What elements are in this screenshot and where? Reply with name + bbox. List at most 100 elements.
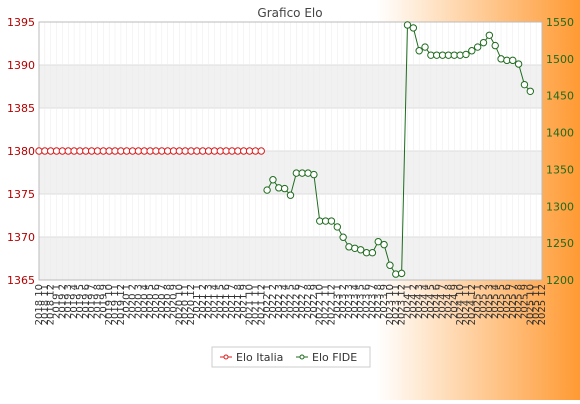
x-axis-tick-label: 2021 8 <box>233 284 244 319</box>
data-point <box>473 43 482 51</box>
x-axis-tick-label: 2025 10 <box>525 284 536 325</box>
right-axis-tick-label: 1200 <box>546 274 574 287</box>
data-point <box>257 147 265 155</box>
x-axis-tick-label: 2022 2 <box>268 284 279 319</box>
x-axis-tick-label: 2019 1 <box>52 284 63 319</box>
x-axis-tick-label: 2020 11 <box>180 284 191 325</box>
x-axis-tick-label: 2020 5 <box>145 284 156 319</box>
data-point <box>310 170 318 179</box>
x-axis-tick-label: 2019 2 <box>57 284 68 319</box>
x-axis-tick-label: 2025 2 <box>479 284 490 319</box>
x-axis-tick-label: 2025 9 <box>519 284 530 319</box>
x-axis-tick-label: 2022 4 <box>280 284 291 319</box>
right-axis-tick-label: 1450 <box>546 90 574 103</box>
x-axis-tick-label: 2025 4 <box>490 284 501 319</box>
x-axis-tick-label: 2021 3 <box>204 284 215 319</box>
x-axis-tick-label: 2022 9 <box>309 284 320 319</box>
legend-entry-label: Elo Italia <box>236 351 283 364</box>
data-point <box>409 24 418 32</box>
x-axis-tick-label: 2022 6 <box>291 284 302 319</box>
x-axis-tick-label: 2019 9 <box>98 284 109 319</box>
data-point <box>380 240 388 249</box>
x-axis-tick-label: 2025 5 <box>496 284 507 319</box>
x-axis-tick-label: 2025 12 <box>537 284 548 325</box>
chart-title: Grafico Elo <box>257 6 322 20</box>
data-point <box>339 233 347 241</box>
x-axis-tick-label: 2020 8 <box>163 284 174 319</box>
right-axis-tick-label: 1550 <box>546 16 574 29</box>
left-axis-tick-label: 1395 <box>7 16 35 29</box>
legend-box <box>211 346 371 368</box>
legend-swatch-marker <box>223 354 229 360</box>
data-point <box>356 246 365 254</box>
right-axis-tick-label: 1350 <box>546 163 574 176</box>
x-axis-tick-label: 2020 9 <box>169 284 180 319</box>
data-point <box>509 56 517 65</box>
data-point <box>462 50 470 59</box>
x-axis-tick-label: 2020 2 <box>128 284 139 319</box>
series-elo-italia <box>35 147 265 155</box>
x-axis-tick-label: 2025 1 <box>473 284 484 319</box>
x-axis-tick-label: 2019 5 <box>75 284 86 319</box>
x-axis-tick-label: 2021 6 <box>221 284 232 319</box>
data-point <box>333 223 341 231</box>
left-axis-tick-label: 1370 <box>7 231 35 244</box>
x-axis-tick-label: 2025 7 <box>508 284 519 319</box>
data-point <box>479 38 488 47</box>
x-axis-tick-label: 2020 12 <box>186 284 197 325</box>
data-point <box>468 47 476 55</box>
data-point <box>280 184 289 193</box>
x-axis-tick-label: 2023 12 <box>397 284 408 325</box>
left-axis-tick-label: 1365 <box>7 274 35 287</box>
x-axis-tick-label: 2025 8 <box>514 284 525 319</box>
left-axis-tick-label: 1380 <box>7 145 35 158</box>
x-axis-tick-label: 2021 11 <box>250 284 261 325</box>
x-axis-tick-label: 2023 11 <box>391 284 402 325</box>
x-axis-tick-label: 2019 3 <box>63 284 74 319</box>
x-axis-tick-label: 2021 2 <box>198 284 209 319</box>
x-axis-tick-label: 2021 10 <box>245 284 256 325</box>
x-axis-tick-label: 2023 3 <box>344 284 355 319</box>
x-axis-tick-label: 2020 10 <box>174 284 185 325</box>
data-point <box>368 249 377 257</box>
data-point <box>386 261 394 269</box>
data-point <box>514 60 523 68</box>
left-axis-tick-label: 1390 <box>7 59 35 72</box>
x-axis-tick-label: 2019 8 <box>92 284 103 319</box>
x-axis-tick-label: 2021 9 <box>239 284 250 319</box>
x-axis-tick-label: 2022 8 <box>303 284 314 319</box>
x-axis-tick-label: 2023 7 <box>367 284 378 319</box>
x-axis-tick-label: 2024 7 <box>438 284 449 319</box>
left-axis-tick-label: 1385 <box>7 102 35 115</box>
x-axis-tick-label: 2019 10 <box>104 284 115 325</box>
x-axis-tick-label: 2024 6 <box>432 284 443 319</box>
legend: Elo Italia Elo FIDE <box>211 346 371 368</box>
right-axis-tick-label: 1300 <box>546 200 574 213</box>
x-axis-tick-label: 2023 1 <box>332 284 343 319</box>
left-axis-tick-label: 1375 <box>7 188 35 201</box>
x-axis-tick-label: 2024 11 <box>461 284 472 325</box>
x-axis-tick-label: 2021 7 <box>227 284 238 319</box>
right-axis-tick-label: 1400 <box>546 127 574 140</box>
x-axis-tick-label: 2024 4 <box>420 284 431 319</box>
x-axis-tick-label: 2025 11 <box>531 284 542 325</box>
x-axis-tick-label: 2019 6 <box>81 284 92 319</box>
x-axis-tick-label: 2023 2 <box>338 284 349 319</box>
data-point <box>374 237 382 246</box>
x-axis-tick-label: 2024 12 <box>467 284 478 325</box>
x-axis-tick-label: 2022 10 <box>315 284 326 325</box>
legend-entry-label: Elo FIDE <box>312 351 357 364</box>
x-axis-tick-label: 2020 1 <box>122 284 133 319</box>
data-point <box>286 191 295 199</box>
right-axis-tick-label: 1500 <box>546 53 574 66</box>
data-point <box>403 21 412 29</box>
x-axis-tick-label: 2025 6 <box>502 284 513 319</box>
x-axis-tick-label: 2018 12 <box>46 284 57 325</box>
x-axis-tick-label: 2021 1 <box>192 284 203 319</box>
right-axis-tick-label: 1250 <box>546 237 574 250</box>
x-axis-tick-label: 2024 10 <box>455 284 466 325</box>
data-point <box>269 176 277 184</box>
x-axis-tick-label: 2023 6 <box>362 284 373 319</box>
x-axis-tick-label: 2023 4 <box>350 284 361 319</box>
